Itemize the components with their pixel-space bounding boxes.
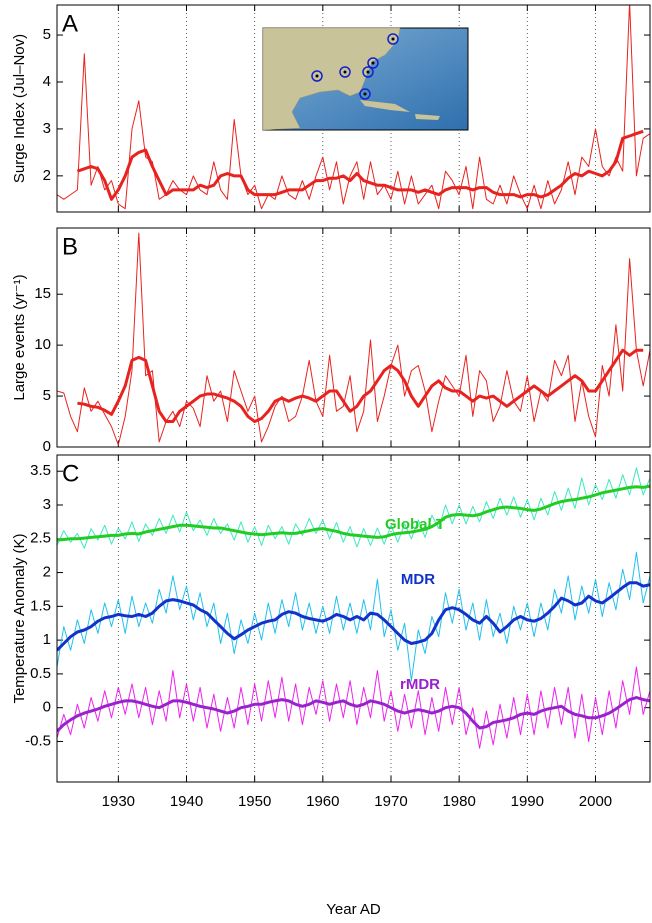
map-site-dot [315,74,319,78]
y-tick-label: 1 [43,631,51,648]
series-label: rMDR [400,676,440,693]
y-tick-label: 2.5 [30,530,51,547]
panel-label: A [62,10,78,37]
map-site [362,66,374,78]
x-tick-label: 1990 [511,793,544,810]
y-tick-label: 3 [43,496,51,513]
map-site-dot [371,61,375,65]
y-tick-label: 15 [34,285,51,302]
map-site [311,70,323,82]
x-tick-label: 2000 [579,793,612,810]
data-line [57,232,650,446]
series-label: Global T [385,516,445,533]
y-tick-label: 4 [43,73,51,90]
y-axis-label: Surge Index (Jul–Nov) [11,34,28,183]
map-site [359,88,371,100]
x-axis-label: Year AD [326,901,381,918]
data-line [57,467,650,549]
panel-label: B [62,233,78,260]
panel: 1930 1940 1950 1960 1970 1980 1990 2000 -0.5 0 0.5… [11,454,651,918]
x-tick-label: 1930 [102,793,135,810]
panel: 2 3 4 5 A Surge Index (Jul–Nov) [11,4,651,213]
map-land [262,27,401,131]
x-tick-label: 1950 [238,793,271,810]
plot-frame [56,454,651,783]
y-tick-label: 2 [43,564,51,581]
y-tick-label: -0.5 [25,732,51,749]
y-tick-label: 2 [43,167,51,184]
y-axis-label: Large events (yr⁻¹) [11,274,28,400]
data-line [57,484,650,542]
map-site [339,66,351,78]
map-land [415,114,440,120]
y-tick-label: 0 [43,699,51,716]
map-site-dot [391,37,395,41]
plot-frame [56,4,651,213]
plot-frame [56,227,651,448]
y-tick-label: 3.5 [30,462,51,479]
data-line [57,696,650,733]
y-tick-label: 0.5 [30,665,51,682]
map-land [360,100,410,112]
map-site-dot [366,70,370,74]
map-site-dot [363,92,367,96]
y-tick-label: 3 [43,120,51,137]
map-site-dot [343,70,347,74]
y-tick-label: 5 [43,26,51,43]
map-site [367,57,379,69]
x-tick-label: 1940 [170,793,203,810]
y-tick-label: 10 [34,336,51,353]
panel: 0 5 10 15 B Large events (yr⁻¹) [11,227,651,455]
x-tick-label: 1960 [306,793,339,810]
data-line [57,581,650,652]
panel-label: C [62,460,79,487]
y-tick-label: 1.5 [30,597,51,614]
data-line [77,348,644,423]
y-tick-label: 5 [43,387,51,404]
map-inset [262,27,469,131]
data-line [76,129,644,201]
map-site [387,33,399,45]
x-tick-label: 1970 [374,793,407,810]
x-tick-label: 1980 [442,793,475,810]
y-axis-label: Temperature Anomaly (K) [11,533,28,703]
y-tick-label: 0 [43,438,51,455]
series-label: MDR [401,571,435,588]
